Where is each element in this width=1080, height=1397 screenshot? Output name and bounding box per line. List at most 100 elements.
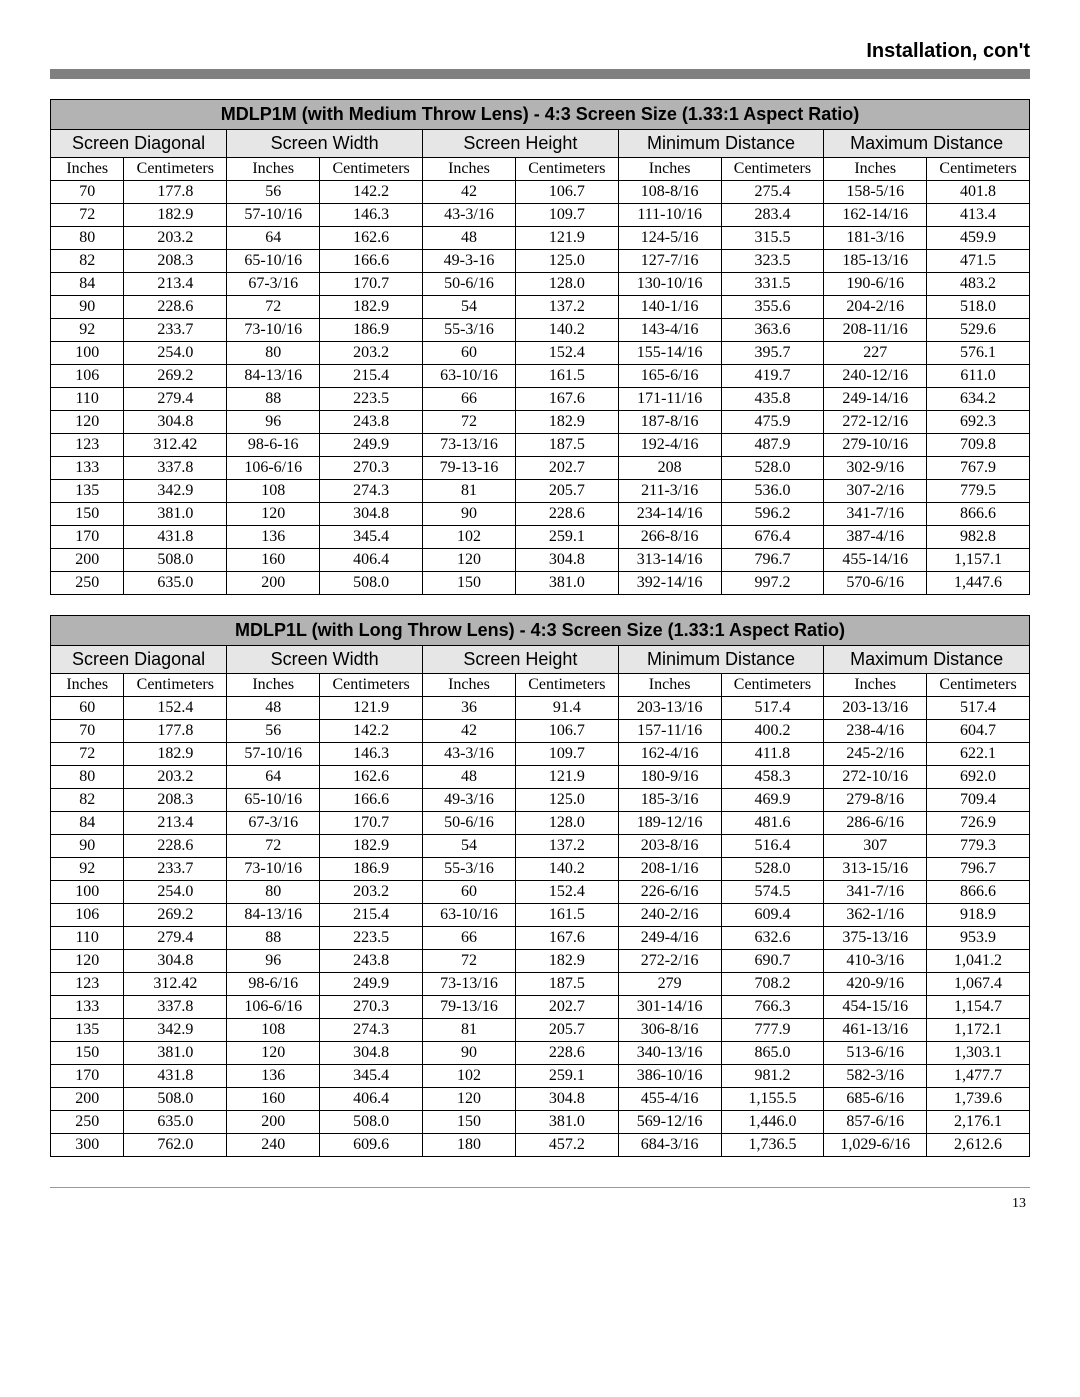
cell: 127-7/16 (618, 250, 721, 273)
cell: 66 (422, 388, 515, 411)
cell: 250 (51, 1111, 124, 1134)
cell: 227 (824, 342, 927, 365)
cell: 54 (422, 296, 515, 319)
cell: 1,155.5 (721, 1088, 824, 1111)
unit-header: Centimeters (927, 158, 1030, 181)
table-row: 84213.467-3/16170.750-6/16128.0189-12/16… (51, 812, 1030, 835)
cell: 121.9 (515, 766, 618, 789)
cell: 1,067.4 (927, 973, 1030, 996)
cell: 279.4 (124, 388, 227, 411)
cell: 110 (51, 927, 124, 950)
cell: 692.0 (927, 766, 1030, 789)
table-row: 250635.0200508.0150381.0569-12/161,446.0… (51, 1111, 1030, 1134)
group-header: Minimum Distance (618, 646, 824, 674)
cell: 111-10/16 (618, 204, 721, 227)
unit-header: Centimeters (721, 158, 824, 181)
cell: 82 (51, 789, 124, 812)
table-row: 300762.0240609.6180457.2684-3/161,736.51… (51, 1134, 1030, 1157)
cell: 121.9 (320, 697, 423, 720)
group-header: Screen Diagonal (51, 130, 227, 158)
cell: 208-11/16 (824, 319, 927, 342)
cell: 487.9 (721, 434, 824, 457)
table-row: 72182.957-10/16146.343-3/16109.7111-10/1… (51, 204, 1030, 227)
cell: 161.5 (515, 904, 618, 927)
cell: 243.8 (320, 950, 423, 973)
cell: 254.0 (124, 342, 227, 365)
footer-rule (50, 1187, 1030, 1188)
cell: 84-13/16 (227, 904, 320, 927)
cell: 635.0 (124, 1111, 227, 1134)
lens-table: MDLP1L (with Long Throw Lens) - 4:3 Scre… (50, 615, 1030, 1157)
table-row: 106269.284-13/16215.463-10/16161.5165-6/… (51, 365, 1030, 388)
cell: 709.4 (927, 789, 1030, 812)
cell: 609.4 (721, 904, 824, 927)
table-row: 84213.467-3/16170.750-6/16128.0130-10/16… (51, 273, 1030, 296)
cell: 56 (227, 181, 320, 204)
cell: 375-13/16 (824, 927, 927, 950)
cell: 676.4 (721, 526, 824, 549)
cell: 684-3/16 (618, 1134, 721, 1157)
cell: 102 (422, 1065, 515, 1088)
cell: 228.6 (515, 503, 618, 526)
unit-header: Inches (51, 158, 124, 181)
group-header: Screen Width (227, 646, 423, 674)
cell: 304.8 (320, 503, 423, 526)
cell: 596.2 (721, 503, 824, 526)
cell: 569-12/16 (618, 1111, 721, 1134)
cell: 635.0 (124, 572, 227, 595)
cell: 106.7 (515, 181, 618, 204)
cell: 709.8 (927, 434, 1030, 457)
cell: 64 (227, 766, 320, 789)
unit-header: Inches (618, 674, 721, 697)
cell: 337.8 (124, 996, 227, 1019)
cell: 73-10/16 (227, 858, 320, 881)
cell: 43-3/16 (422, 743, 515, 766)
cell: 275.4 (721, 181, 824, 204)
cell: 137.2 (515, 296, 618, 319)
cell: 779.5 (927, 480, 1030, 503)
cell: 279 (618, 973, 721, 996)
cell: 48 (227, 697, 320, 720)
cell: 455-4/16 (618, 1088, 721, 1111)
cell: 516.4 (721, 835, 824, 858)
cell: 528.0 (721, 858, 824, 881)
cell: 67-3/16 (227, 273, 320, 296)
cell: 508.0 (320, 1111, 423, 1134)
cell: 128.0 (515, 812, 618, 835)
cell: 762.0 (124, 1134, 227, 1157)
cell: 182.9 (124, 743, 227, 766)
cell: 140.2 (515, 858, 618, 881)
unit-header: Inches (227, 158, 320, 181)
table-row: 120304.896243.872182.9187-8/16475.9272-1… (51, 411, 1030, 434)
cell: 200 (227, 1111, 320, 1134)
cell: 133 (51, 996, 124, 1019)
cell: 186.9 (320, 319, 423, 342)
cell: 150 (51, 503, 124, 526)
cell: 48 (422, 227, 515, 250)
cell: 162-4/16 (618, 743, 721, 766)
cell: 517.4 (927, 697, 1030, 720)
cell: 124-5/16 (618, 227, 721, 250)
tables-container: MDLP1M (with Medium Throw Lens) - 4:3 Sc… (50, 99, 1030, 1157)
cell: 120 (227, 503, 320, 526)
cell: 982.8 (927, 526, 1030, 549)
cell: 48 (422, 766, 515, 789)
cell: 208-1/16 (618, 858, 721, 881)
cell: 187.5 (515, 434, 618, 457)
unit-header: Inches (618, 158, 721, 181)
cell: 508.0 (124, 549, 227, 572)
cell: 49-3-16 (422, 250, 515, 273)
cell: 182.9 (515, 950, 618, 973)
cell: 170.7 (320, 273, 423, 296)
cell: 120 (422, 549, 515, 572)
cell: 128.0 (515, 273, 618, 296)
cell: 266-8/16 (618, 526, 721, 549)
cell: 233.7 (124, 858, 227, 881)
cell: 205.7 (515, 480, 618, 503)
cell: 341-7/16 (824, 881, 927, 904)
unit-header: Inches (227, 674, 320, 697)
cell: 73-13/16 (422, 973, 515, 996)
cell: 98-6-16 (227, 434, 320, 457)
cell: 81 (422, 480, 515, 503)
cell: 1,157.1 (927, 549, 1030, 572)
